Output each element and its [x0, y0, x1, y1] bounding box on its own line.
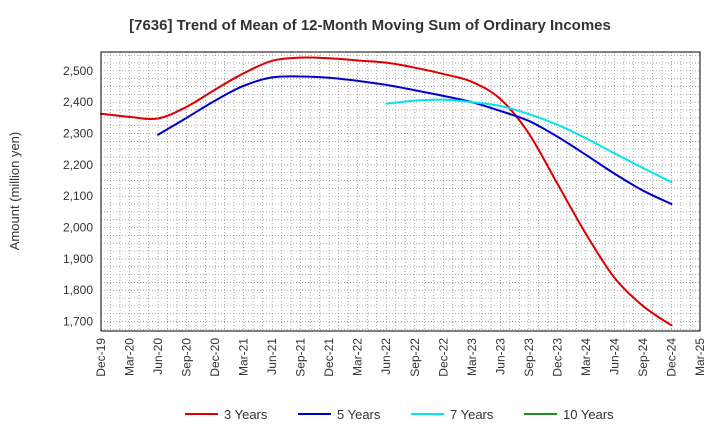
legend-label-3-years: 3 Years	[224, 407, 268, 422]
x-tick-label: Dec-19	[94, 338, 108, 377]
y-tick-label: 1,900	[63, 252, 93, 266]
legend-label-10-years: 10 Years	[563, 407, 614, 422]
x-tick-label: Mar-25	[693, 338, 707, 376]
y-tick-label: 1,700	[63, 315, 93, 329]
x-tick-label: Jun-22	[379, 338, 393, 375]
legend-label-7-years: 7 Years	[450, 407, 494, 422]
x-tick-label: Jun-20	[151, 338, 165, 375]
y-axis-label: Amount (million yen)	[7, 132, 22, 251]
x-tick-label: Mar-24	[579, 338, 593, 376]
x-tick-label: Mar-20	[123, 338, 137, 376]
series-lines	[100, 56, 673, 327]
y-axis-ticks: 1,700 1,800 1,900 2,000 2,100 2,200 2,300 2,400…	[63, 64, 93, 329]
x-axis-ticks: Dec-19 Mar-20 Jun-20 Sep-20 Dec-20 Mar-21 Jun-…	[94, 338, 707, 377]
x-tick-label: Dec-20	[208, 338, 222, 377]
x-tick-label: Jun-23	[493, 338, 507, 375]
x-tick-label: Sep-24	[636, 338, 650, 377]
x-tick-label: Dec-24	[664, 338, 678, 377]
x-tick-label: Dec-22	[436, 338, 450, 377]
series-line-5-years	[157, 75, 673, 206]
x-tick-label: Dec-23	[550, 338, 564, 377]
series-line-7-years	[385, 98, 673, 184]
legend-label-5-years: 5 Years	[337, 407, 381, 422]
y-tick-label: 2,000	[63, 221, 93, 235]
series-line-3-years	[100, 56, 673, 327]
grid	[100, 52, 701, 331]
x-tick-label: Jun-21	[265, 338, 279, 375]
y-tick-label: 2,300	[63, 127, 93, 141]
x-tick-label: Mar-23	[465, 338, 479, 376]
x-tick-label: Sep-22	[408, 338, 422, 377]
x-tick-label: Dec-21	[322, 338, 336, 377]
plot-area-border	[100, 51, 701, 332]
x-tick-label: Sep-20	[180, 338, 194, 377]
y-tick-label: 2,100	[63, 189, 93, 203]
y-tick-label: 1,800	[63, 283, 93, 297]
x-tick-label: Mar-21	[237, 338, 251, 376]
x-tick-label: Jun-24	[607, 338, 621, 375]
y-tick-label: 2,400	[63, 95, 93, 109]
x-tick-label: Mar-22	[351, 338, 365, 376]
x-tick-label: Sep-23	[522, 338, 536, 377]
y-tick-label: 2,200	[63, 158, 93, 172]
x-tick-label: Sep-21	[294, 338, 308, 377]
chart-title: [7636] Trend of Mean of 12-Month Moving …	[129, 17, 611, 34]
legend: 3 Years 5 Years 7 Years 10 Years	[185, 407, 614, 422]
y-tick-label: 2,500	[63, 64, 93, 78]
